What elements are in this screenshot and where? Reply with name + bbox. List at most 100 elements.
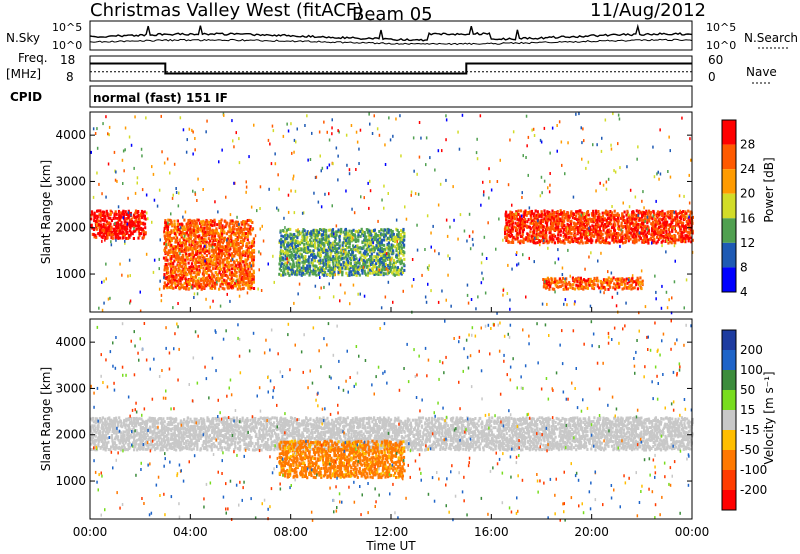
power-plot-cell — [546, 224, 549, 228]
power-plot-cell — [94, 219, 98, 223]
power-plot-speckle — [272, 254, 274, 258]
power-plot-cell — [323, 268, 326, 272]
power-plot-cell — [371, 237, 374, 241]
power-plot-speckle — [539, 138, 542, 142]
power-plot-cell — [182, 267, 185, 271]
power-plot-cell — [182, 255, 185, 259]
power-plot-speckle — [114, 169, 116, 173]
power-plot-speckle — [441, 289, 443, 293]
power-plot-speckle — [202, 188, 204, 191]
power-plot-cell — [111, 232, 114, 236]
power-plot-cell — [400, 251, 403, 255]
power-plot-cell — [515, 234, 518, 238]
power-plot-cell — [220, 229, 223, 232]
power-plot-cell — [317, 244, 320, 248]
power-plot-cell — [105, 227, 108, 231]
power-plot-cell — [228, 224, 231, 228]
power-plot-cell — [392, 263, 395, 267]
power-plot-cell — [210, 243, 213, 247]
power-plot-cell — [602, 241, 606, 244]
power-plot-speckle — [195, 227, 198, 231]
power-plot-cell — [522, 237, 525, 241]
power-plot-cell — [295, 249, 298, 253]
power-plot-cell — [357, 246, 360, 250]
power-plot-cell — [98, 213, 101, 217]
power-plot-cell — [516, 228, 519, 232]
power-plot-cell — [339, 263, 343, 267]
power-plot-cell — [504, 212, 507, 216]
power-plot-cell — [336, 251, 339, 255]
power-plot-cell — [168, 218, 171, 222]
power-plot-cell — [576, 286, 579, 290]
power-plot-cell — [521, 224, 524, 228]
power-plot-cell — [352, 254, 355, 258]
power-plot-cell — [196, 224, 199, 228]
power-plot-cell — [173, 281, 176, 285]
power-plot-cell — [332, 257, 335, 261]
power-plot-cell — [600, 286, 603, 290]
power-plot-cell — [580, 239, 583, 243]
power-plot-cell — [377, 261, 380, 265]
power-plot-speckle — [339, 299, 341, 303]
power-plot-speckle — [175, 191, 178, 194]
power-plot-cell — [599, 215, 602, 219]
power-plot-cell — [185, 287, 188, 291]
power-plot-speckle — [369, 189, 372, 193]
power-plot-speckle — [655, 199, 657, 203]
power-plot-cell — [317, 254, 320, 258]
power-plot-cell — [323, 243, 326, 247]
power-plot-cell — [622, 225, 625, 228]
power-plot-cell — [572, 226, 575, 229]
power-plot-cell — [663, 228, 666, 232]
power-plot-speckle — [292, 174, 295, 178]
power-plot-speckle — [333, 232, 335, 236]
power-plot-speckle — [688, 201, 691, 205]
power-plot-cell — [377, 259, 380, 263]
power-plot-cell — [294, 245, 298, 248]
power-plot-cell — [630, 233, 633, 237]
power-plot-cell — [282, 235, 285, 239]
power-plot-speckle — [128, 135, 131, 139]
power-plot-cell — [326, 240, 329, 244]
power-plot-speckle — [588, 226, 590, 230]
power-plot-cell — [194, 240, 197, 244]
power-plot-speckle — [388, 116, 390, 120]
power-plot-cell — [192, 278, 195, 282]
power-plot-cell — [178, 232, 181, 236]
power-plot-speckle — [133, 223, 135, 227]
power-plot-speckle — [278, 187, 280, 191]
power-plot-speckle — [194, 192, 197, 196]
power-plot-cell — [556, 281, 559, 285]
power-plot-cell — [587, 220, 590, 223]
power-plot-cell — [96, 209, 99, 213]
power-plot-cell — [366, 230, 369, 234]
power-plot-cell — [379, 272, 382, 276]
power-plot-cell — [207, 264, 210, 268]
power-plot-cell — [515, 214, 518, 218]
power-plot-cell — [514, 237, 517, 241]
power-plot-cell — [591, 213, 594, 217]
power-plot-cell — [288, 244, 291, 248]
power-plot-speckle — [475, 151, 478, 155]
power-plot-speckle — [446, 234, 449, 238]
power-plot-cell — [314, 255, 317, 259]
power-plot-cell — [604, 209, 608, 213]
power-plot-cell — [209, 223, 213, 227]
power-plot-cell — [615, 232, 618, 235]
power-plot-cell — [655, 241, 658, 245]
power-plot-speckle — [175, 236, 178, 240]
power-plot-cell — [192, 265, 195, 269]
power-plot-cell — [119, 229, 122, 233]
power-plot-cell — [175, 239, 178, 243]
power-plot-cell — [323, 249, 326, 252]
power-plot-cell — [614, 287, 617, 291]
power-plot-cell — [517, 221, 520, 225]
power-plot-cell — [347, 263, 350, 267]
power-plot-cell — [297, 232, 300, 236]
power-plot-cell — [234, 284, 238, 288]
power-plot-cell — [516, 236, 519, 240]
power-plot-cell — [230, 230, 233, 234]
power-plot-cell — [231, 263, 234, 267]
power-plot-speckle — [589, 304, 592, 308]
power-plot-cell — [325, 262, 328, 266]
